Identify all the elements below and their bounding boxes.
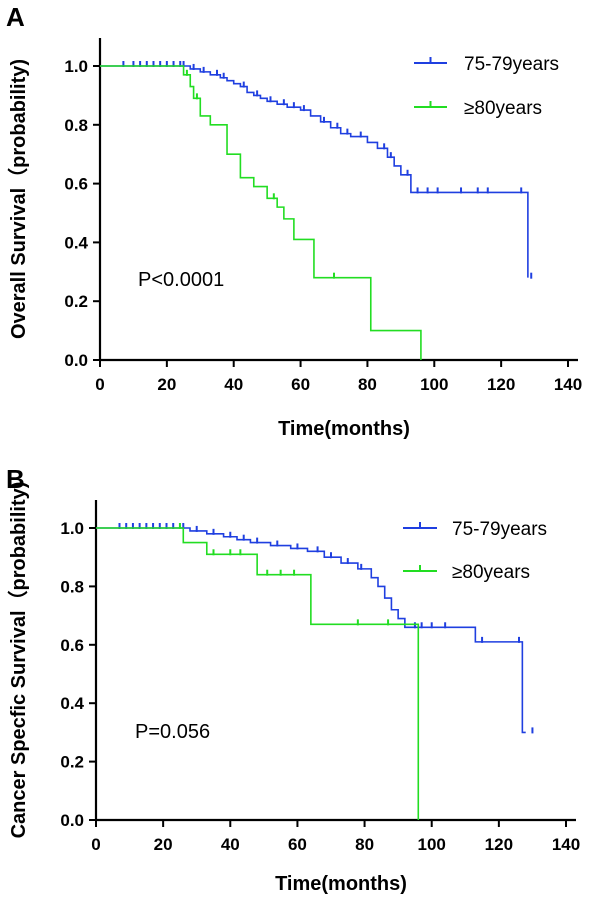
- legend-label: ≥80years: [452, 562, 530, 583]
- series-aged-80-plus: [96, 523, 420, 820]
- x-tick-label: 100: [418, 835, 446, 854]
- series-aged-75-79: [96, 523, 534, 734]
- p-value-annotation: P<0.0001: [138, 269, 224, 291]
- legend-entry: 75-79years: [403, 519, 547, 540]
- x-tick-label: 60: [288, 835, 307, 854]
- panel-letter-a: A: [6, 2, 25, 32]
- x-tick-label: 80: [358, 375, 377, 394]
- y-tick-label: 0.6: [64, 175, 88, 194]
- y-tick-label: 0.2: [64, 292, 88, 311]
- y-tick-label: 1.0: [64, 57, 88, 76]
- series-aged-75-79: [100, 61, 533, 279]
- y-tick-label: 1.0: [60, 519, 84, 538]
- legend-label: ≥80years: [464, 98, 542, 119]
- x-tick-label: 140: [552, 835, 580, 854]
- y-tick-label: 0.8: [60, 577, 84, 596]
- x-tick-label: 120: [487, 375, 515, 394]
- survival-step-line: [96, 527, 526, 734]
- x-tick-label: 60: [291, 375, 310, 394]
- x-axis-title: Time(months): [278, 418, 410, 440]
- y-tick-label: 0.8: [64, 116, 88, 135]
- x-tick-label: 100: [420, 375, 448, 394]
- y-tick-label: 0.0: [64, 351, 88, 370]
- y-axis-title: Overall Survival（probability): [7, 59, 30, 339]
- y-tick-label: 0.4: [64, 233, 88, 252]
- x-tick-label: 120: [485, 835, 513, 854]
- x-tick-label: 140: [554, 375, 582, 394]
- x-axis-title: Time(months): [275, 873, 407, 895]
- panel-a: A 0 20 40 60 80 100 120 140 0.0 0.2 0.4 0.6 0.8 1.0 Ti…: [6, 2, 582, 440]
- x-tick-label: 0: [95, 375, 104, 394]
- x-tick-label: 20: [157, 375, 176, 394]
- y-tick-label: 0.2: [60, 753, 84, 772]
- legend-entry: ≥80years: [414, 98, 542, 119]
- legend-entry: 75-79years: [414, 54, 559, 75]
- legend-label: 75-79years: [452, 519, 547, 540]
- x-tick-label: 80: [355, 835, 374, 854]
- y-axis-title: Cancer Specfic Survival（probability): [7, 482, 30, 839]
- x-tick-label: 40: [221, 835, 240, 854]
- series-aged-80-plus: [100, 65, 422, 360]
- p-value-annotation: P=0.056: [135, 721, 210, 743]
- x-tick-label: 0: [91, 835, 100, 854]
- legend-entry: ≥80years: [403, 562, 530, 583]
- panel-letter-b: B: [6, 464, 25, 494]
- legend-label: 75-79years: [464, 54, 559, 75]
- survival-step-line: [100, 65, 422, 360]
- x-tick-label: 20: [154, 835, 173, 854]
- survival-step-line: [96, 527, 420, 820]
- y-tick-label: 0.6: [60, 636, 84, 655]
- y-tick-label: 0.4: [60, 694, 84, 713]
- y-tick-label: 0.0: [60, 811, 84, 830]
- panel-b: B 0 20 40 60 80 100 120 140 0.0 0.2 0.4 0.6 0.8 1.0 Ti…: [6, 464, 580, 895]
- x-tick-label: 40: [224, 375, 243, 394]
